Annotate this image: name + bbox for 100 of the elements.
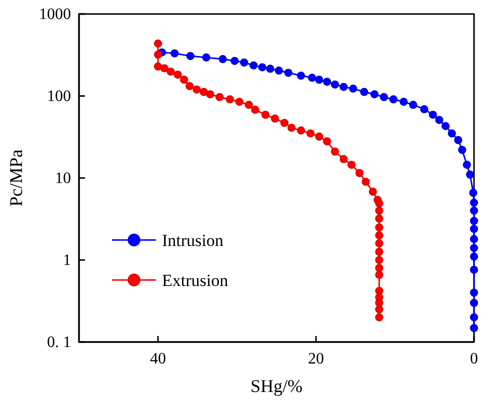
- point: [296, 72, 306, 80]
- point: [226, 95, 234, 104]
- point: [435, 116, 444, 124]
- point: [375, 239, 384, 248]
- point: [442, 122, 450, 130]
- point: [375, 231, 384, 240]
- legend-label: Intrusion: [162, 231, 224, 250]
- point: [466, 170, 474, 179]
- point: [428, 110, 437, 119]
- point: [470, 216, 478, 225]
- point: [323, 137, 332, 146]
- point: [154, 40, 162, 48]
- point: [186, 82, 194, 90]
- point: [192, 85, 201, 94]
- point: [160, 64, 168, 72]
- point: [308, 74, 316, 82]
- x-tick-label: 0: [470, 350, 478, 368]
- point: [400, 98, 408, 106]
- point: [315, 76, 324, 84]
- point: [200, 88, 208, 96]
- point: [240, 58, 248, 67]
- point: [360, 88, 368, 96]
- point: [154, 50, 162, 59]
- point: [470, 288, 478, 297]
- point: [258, 63, 266, 72]
- point: [454, 136, 462, 144]
- point: [270, 114, 279, 123]
- x-tick-label: 40: [150, 350, 166, 368]
- point: [380, 93, 388, 102]
- point: [409, 100, 418, 109]
- point: [330, 148, 340, 156]
- point: [284, 68, 292, 77]
- point: [323, 78, 332, 86]
- point: [349, 84, 358, 93]
- point: [470, 198, 478, 207]
- point: [458, 146, 466, 154]
- point: [370, 90, 379, 98]
- x-axis-title: SHg/%: [250, 376, 303, 396]
- point: [470, 313, 478, 322]
- point: [170, 49, 179, 58]
- point: [470, 252, 478, 261]
- point: [389, 95, 398, 104]
- point: [218, 55, 227, 64]
- point: [375, 305, 384, 314]
- point: [250, 61, 258, 70]
- point: [274, 66, 283, 75]
- point: [462, 160, 471, 169]
- point: [375, 199, 384, 208]
- point: [375, 223, 384, 232]
- point: [448, 129, 456, 138]
- legend-label: Extrusion: [162, 271, 229, 290]
- point: [287, 124, 296, 132]
- point: [362, 178, 370, 186]
- point: [340, 155, 348, 164]
- y-tick-label: 1: [63, 252, 71, 270]
- point: [470, 298, 478, 307]
- point: [470, 324, 478, 332]
- point: [230, 56, 239, 65]
- y-tick-label: 0. 1: [47, 334, 71, 352]
- point: [154, 62, 162, 71]
- point: [206, 90, 214, 98]
- point: [355, 168, 364, 178]
- point: [216, 93, 224, 102]
- point: [375, 256, 384, 264]
- point: [261, 110, 270, 119]
- point: [340, 82, 348, 91]
- point: [470, 224, 478, 233]
- point: [174, 70, 182, 79]
- point: [280, 118, 288, 127]
- point: [347, 160, 356, 169]
- point: [296, 126, 306, 135]
- y-tick-label: 10: [55, 170, 71, 188]
- point: [266, 64, 274, 73]
- y-tick-label: 1000: [39, 6, 71, 24]
- point: [180, 76, 188, 84]
- point: [470, 266, 478, 274]
- point: [186, 52, 194, 60]
- point: [315, 132, 324, 141]
- y-axis-title: Pc/MPa: [6, 149, 26, 207]
- point: [375, 206, 384, 215]
- point: [470, 235, 478, 244]
- point: [375, 214, 384, 223]
- point: [235, 98, 244, 106]
- point: [375, 248, 384, 256]
- point: [306, 129, 315, 138]
- point: [368, 188, 377, 196]
- x-tick-label: 20: [308, 350, 324, 368]
- point: [166, 68, 175, 76]
- point: [375, 313, 384, 322]
- point: [330, 80, 340, 89]
- point: [470, 244, 478, 252]
- point: [469, 188, 478, 197]
- point: [244, 100, 253, 109]
- point: [375, 264, 384, 272]
- y-tick-label: 100: [47, 88, 71, 106]
- point: [202, 53, 210, 62]
- point: [251, 106, 260, 114]
- point: [470, 206, 478, 215]
- point: [375, 270, 384, 279]
- point: [420, 105, 428, 114]
